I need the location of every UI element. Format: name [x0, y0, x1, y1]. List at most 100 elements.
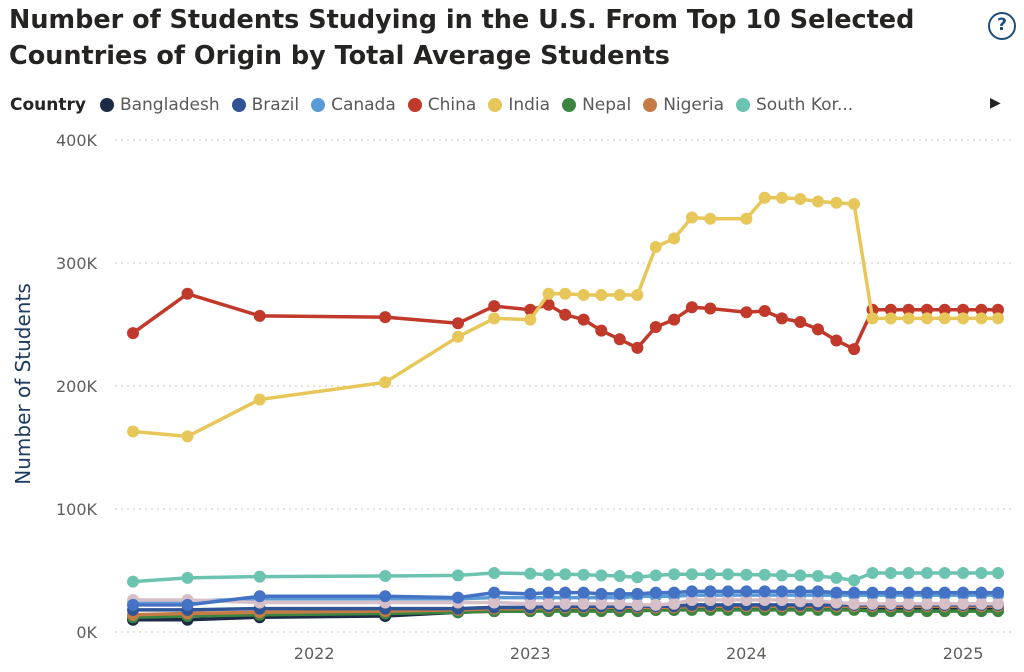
data-point[interactable]	[685, 585, 698, 598]
data-point[interactable]	[740, 568, 753, 581]
data-point[interactable]	[794, 193, 807, 205]
data-point[interactable]	[975, 303, 988, 316]
data-point[interactable]	[631, 289, 644, 301]
data-point[interactable]	[921, 586, 933, 599]
data-point[interactable]	[794, 569, 807, 582]
data-point[interactable]	[992, 597, 1004, 610]
data-point[interactable]	[685, 594, 698, 606]
legend-item[interactable]: Nigeria	[643, 95, 724, 115]
data-point[interactable]	[884, 303, 897, 316]
data-point[interactable]	[758, 594, 771, 606]
help-icon[interactable]: ?	[988, 12, 1016, 40]
data-point[interactable]	[992, 567, 1004, 579]
data-point[interactable]	[775, 569, 788, 582]
data-point[interactable]	[902, 586, 915, 599]
data-point[interactable]	[938, 567, 951, 579]
data-point[interactable]	[758, 305, 771, 317]
data-point[interactable]	[379, 570, 392, 582]
data-point[interactable]	[379, 376, 392, 389]
legend-item[interactable]: China	[407, 95, 476, 115]
data-point[interactable]	[577, 586, 590, 599]
data-point[interactable]	[127, 425, 139, 438]
legend-item[interactable]: Nepal	[562, 95, 631, 115]
data-point[interactable]	[452, 330, 464, 343]
data-point[interactable]	[848, 597, 861, 610]
data-point[interactable]	[830, 571, 843, 584]
data-point[interactable]	[740, 585, 753, 598]
data-point[interactable]	[740, 212, 753, 225]
data-point[interactable]	[577, 289, 590, 301]
data-point[interactable]	[884, 586, 897, 599]
data-point[interactable]	[921, 303, 933, 316]
data-point[interactable]	[722, 568, 734, 581]
data-point[interactable]	[452, 591, 464, 604]
data-point[interactable]	[668, 313, 681, 326]
data-point[interactable]	[613, 570, 626, 582]
legend-item[interactable]: Canada	[311, 95, 396, 115]
data-point[interactable]	[775, 585, 788, 598]
data-point[interactable]	[992, 312, 1004, 325]
data-point[interactable]	[957, 586, 970, 599]
data-point[interactable]	[253, 590, 266, 603]
data-point[interactable]	[704, 568, 717, 581]
data-point[interactable]	[848, 586, 861, 599]
data-point[interactable]	[938, 597, 951, 610]
data-point[interactable]	[488, 596, 501, 609]
data-point[interactable]	[830, 196, 843, 209]
legend-item[interactable]: South Kor...	[736, 95, 853, 115]
data-point[interactable]	[866, 312, 879, 325]
data-point[interactable]	[595, 324, 608, 337]
data-point[interactable]	[704, 594, 717, 606]
data-point[interactable]	[848, 343, 861, 356]
data-point[interactable]	[685, 211, 698, 224]
data-point[interactable]	[668, 586, 681, 599]
data-point[interactable]	[775, 191, 788, 204]
data-point[interactable]	[488, 567, 501, 579]
data-point[interactable]	[794, 585, 807, 598]
data-point[interactable]	[975, 586, 988, 599]
data-point[interactable]	[631, 587, 644, 600]
data-point[interactable]	[722, 585, 734, 598]
data-point[interactable]	[577, 597, 590, 610]
data-point[interactable]	[181, 598, 194, 611]
data-point[interactable]	[884, 597, 897, 610]
data-point[interactable]	[379, 590, 392, 603]
data-point[interactable]	[758, 568, 771, 581]
data-point[interactable]	[253, 393, 266, 406]
data-point[interactable]	[830, 586, 843, 599]
data-point[interactable]	[758, 191, 771, 204]
data-point[interactable]	[992, 303, 1004, 316]
data-point[interactable]	[542, 586, 555, 599]
data-point[interactable]	[902, 567, 915, 579]
data-point[interactable]	[595, 597, 608, 610]
data-point[interactable]	[938, 303, 951, 316]
data-point[interactable]	[957, 597, 970, 610]
data-point[interactable]	[595, 569, 608, 582]
data-point[interactable]	[775, 594, 788, 606]
data-point[interactable]	[649, 586, 662, 599]
data-point[interactable]	[921, 597, 933, 610]
data-point[interactable]	[957, 303, 970, 316]
data-point[interactable]	[812, 585, 824, 598]
data-point[interactable]	[631, 341, 644, 354]
data-point[interactable]	[902, 312, 915, 325]
data-point[interactable]	[668, 568, 681, 581]
data-point[interactable]	[758, 585, 771, 598]
data-point[interactable]	[559, 308, 572, 321]
data-point[interactable]	[812, 570, 824, 582]
data-point[interactable]	[524, 597, 537, 610]
data-point[interactable]	[542, 298, 555, 311]
data-point[interactable]	[902, 303, 915, 316]
data-point[interactable]	[848, 574, 861, 587]
data-point[interactable]	[957, 312, 970, 325]
data-point[interactable]	[938, 586, 951, 599]
data-point[interactable]	[704, 302, 717, 315]
data-point[interactable]	[559, 597, 572, 610]
data-point[interactable]	[127, 575, 139, 588]
data-point[interactable]	[577, 568, 590, 581]
data-point[interactable]	[631, 571, 644, 584]
data-point[interactable]	[181, 430, 194, 443]
data-point[interactable]	[649, 569, 662, 582]
data-point[interactable]	[866, 597, 879, 610]
data-point[interactable]	[848, 198, 861, 210]
